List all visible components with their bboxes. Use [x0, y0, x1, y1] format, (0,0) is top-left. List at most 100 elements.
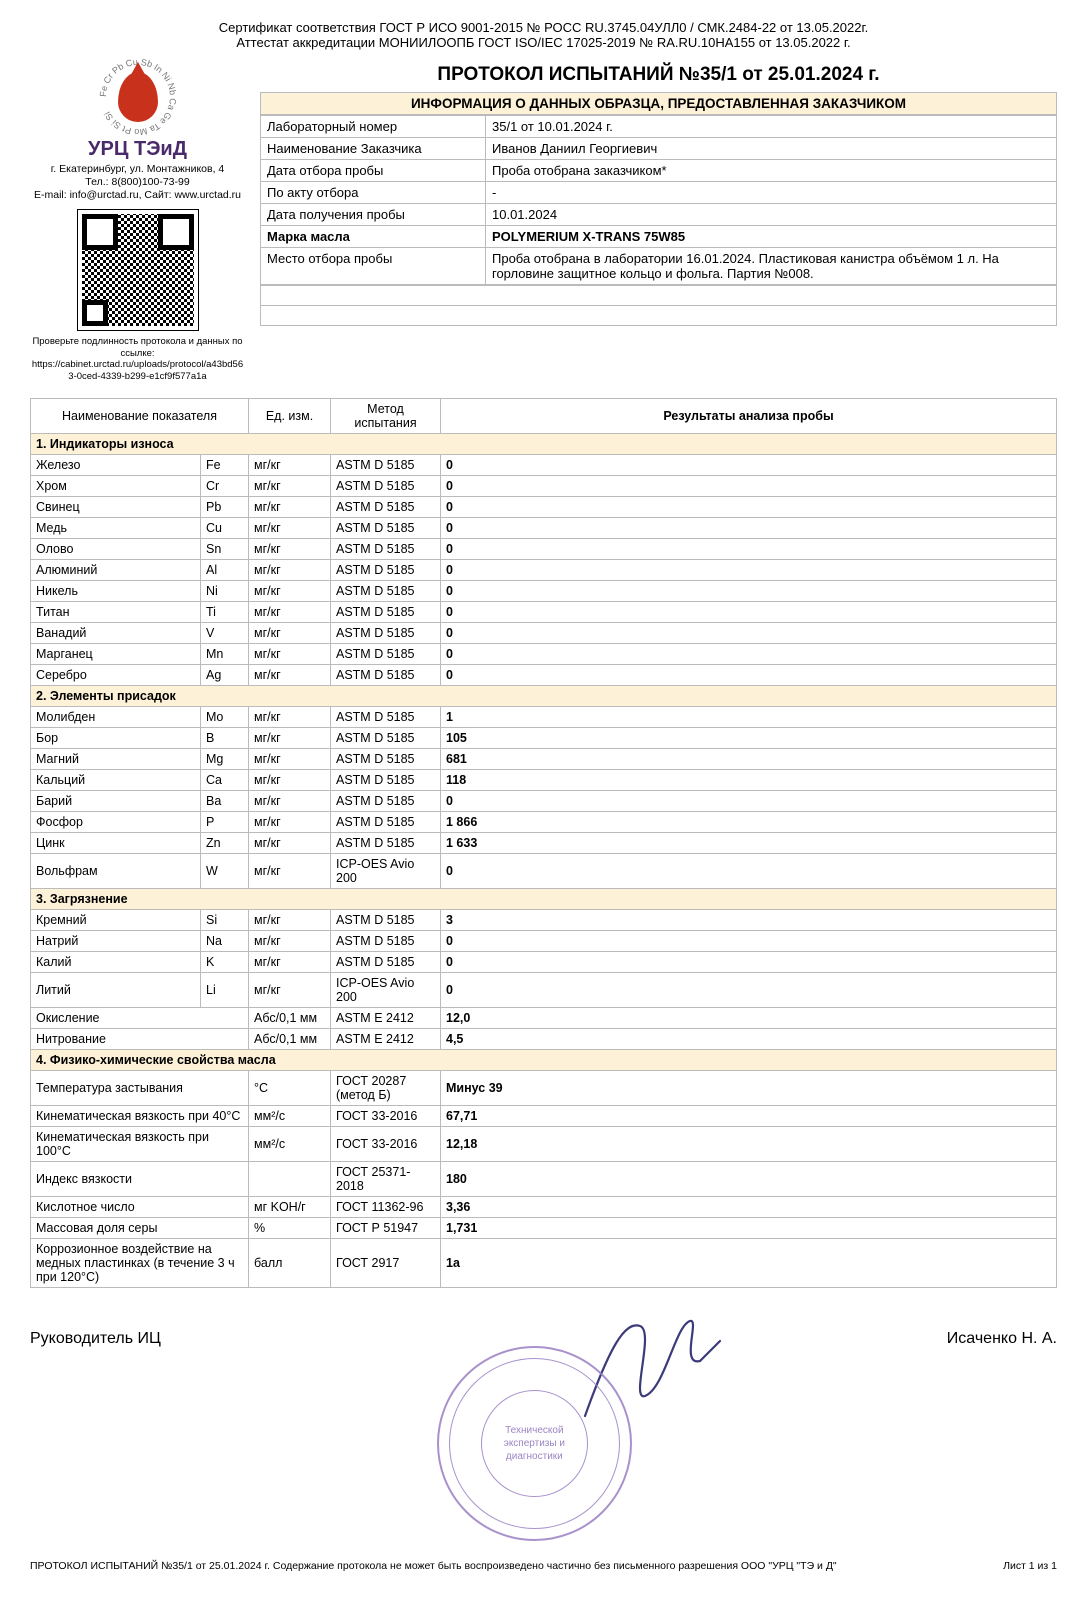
- stamp-signature-block: Технической экспертизы и диагностики: [161, 1316, 947, 1546]
- cell-param: Марганец: [31, 643, 201, 664]
- cell-result: 0: [441, 475, 1057, 496]
- th-unit: Ед. изм.: [249, 398, 331, 433]
- cell-result: 180: [441, 1161, 1057, 1196]
- cell-unit: Абс/0,1 мм: [249, 1028, 331, 1049]
- section-title: 1. Индикаторы износа: [31, 433, 1057, 454]
- info-header: ИНФОРМАЦИЯ О ДАННЫХ ОБРАЗЦА, ПРЕДОСТАВЛЕ…: [260, 92, 1057, 115]
- cell-unit: %: [249, 1217, 331, 1238]
- info-row: По акту отбора-: [261, 182, 1057, 204]
- table-row: ТитанTiмг/кгASTM D 51850: [31, 601, 1057, 622]
- stamp-text: Технической экспертизы и диагностики: [484, 1424, 584, 1463]
- cell-symbol: V: [201, 622, 249, 643]
- section-title: 4. Физико-химические свойства масла: [31, 1049, 1057, 1070]
- cell-symbol: Cr: [201, 475, 249, 496]
- cell-symbol: Zn: [201, 832, 249, 853]
- info-value: -: [486, 182, 1057, 204]
- cell-method: ASTM D 5185: [331, 580, 441, 601]
- cell-result: 1,731: [441, 1217, 1057, 1238]
- info-key: Марка масла: [261, 226, 486, 248]
- cell-method: ASTM D 5185: [331, 811, 441, 832]
- info-value: 35/1 от 10.01.2024 г.: [486, 116, 1057, 138]
- cell-method: ASTM D 5185: [331, 559, 441, 580]
- table-row: ХромCrмг/кгASTM D 51850: [31, 475, 1057, 496]
- table-row: ЖелезоFeмг/кгASTM D 51850: [31, 454, 1057, 475]
- org-email: E-mail: info@urctad.ru, Сайт: www.urctad…: [30, 189, 245, 202]
- footer-right: Лист 1 из 1: [1003, 1560, 1057, 1572]
- cell-unit: мг/кг: [249, 454, 331, 475]
- cell-param: Кислотное число: [31, 1196, 249, 1217]
- cell-symbol: Al: [201, 559, 249, 580]
- cell-method: ASTM D 5185: [331, 769, 441, 790]
- cell-symbol: Ca: [201, 769, 249, 790]
- page: Сертификат соответствия ГОСТ Р ИСО 9001-…: [0, 0, 1087, 1582]
- cell-unit: [249, 1161, 331, 1196]
- cell-method: ASTM D 5185: [331, 748, 441, 769]
- cell-method: ASTM E 2412: [331, 1028, 441, 1049]
- cell-method: ASTM D 5185: [331, 601, 441, 622]
- cell-param: Железо: [31, 454, 201, 475]
- cell-unit: мг/кг: [249, 706, 331, 727]
- cell-param: Олово: [31, 538, 201, 559]
- info-column: ПРОТОКОЛ ИСПЫТАНИЙ №35/1 от 25.01.2024 г…: [260, 58, 1057, 382]
- header-row: Fe Cr Pb Cu Sb In Ni Nb Ca Ge Ta Mo Pt S…: [30, 58, 1057, 382]
- table-row: ЛитийLiмг/кгICP-OES Avio 2000: [31, 972, 1057, 1007]
- verify-block: Проверьте подлинность протокола и данных…: [30, 336, 245, 382]
- info-row: Марка маслаPOLYMERIUM X-TRANS 75W85: [261, 226, 1057, 248]
- cell-unit: мг/кг: [249, 496, 331, 517]
- cell-param: Окисление: [31, 1007, 249, 1028]
- info-value: 10.01.2024: [486, 204, 1057, 226]
- info-row: Дата получения пробы10.01.2024: [261, 204, 1057, 226]
- cell-method: ГОСТ 33-2016: [331, 1126, 441, 1161]
- cell-param: Индекс вязкости: [31, 1161, 249, 1196]
- cell-method: ГОСТ Р 51947: [331, 1217, 441, 1238]
- cell-result: 0: [441, 930, 1057, 951]
- info-row: Место отбора пробыПроба отобрана в лабор…: [261, 248, 1057, 285]
- cell-param: Алюминий: [31, 559, 201, 580]
- cell-method: ASTM D 5185: [331, 790, 441, 811]
- qr-code-icon: [78, 210, 198, 330]
- info-key: Место отбора пробы: [261, 248, 486, 285]
- cell-symbol: K: [201, 951, 249, 972]
- cell-unit: мг/кг: [249, 909, 331, 930]
- certification-block: Сертификат соответствия ГОСТ Р ИСО 9001-…: [30, 20, 1057, 50]
- table-row: Индекс вязкости ГОСТ 25371-2018180: [31, 1161, 1057, 1196]
- table-row: ВольфрамWмг/кгICP-OES Avio 2000: [31, 853, 1057, 888]
- cell-param: Барий: [31, 790, 201, 811]
- cell-param: Кинематическая вязкость при 100°C: [31, 1126, 249, 1161]
- cell-method: ASTM D 5185: [331, 664, 441, 685]
- cell-method: ГОСТ 25371-2018: [331, 1161, 441, 1196]
- info-value: Проба отобрана в лаборатории 16.01.2024.…: [486, 248, 1057, 285]
- info-row: Лабораторный номер35/1 от 10.01.2024 г.: [261, 116, 1057, 138]
- cell-symbol: P: [201, 811, 249, 832]
- cell-unit: мг/кг: [249, 664, 331, 685]
- cell-param: Литий: [31, 972, 201, 1007]
- section-header-row: 3. Загрязнение: [31, 888, 1057, 909]
- cell-unit: мг/кг: [249, 643, 331, 664]
- info-empty-rows: [260, 285, 1057, 326]
- info-key: Наименование Заказчика: [261, 138, 486, 160]
- cell-unit: мг KOH/г: [249, 1196, 331, 1217]
- cell-symbol: Ni: [201, 580, 249, 601]
- cell-param: Молибден: [31, 706, 201, 727]
- cell-method: ASTM D 5185: [331, 706, 441, 727]
- results-table: Наименование показателя Ед. изм. Метод и…: [30, 398, 1057, 1288]
- cell-symbol: W: [201, 853, 249, 888]
- cell-param: Фосфор: [31, 811, 201, 832]
- th-param: Наименование показателя: [31, 398, 249, 433]
- cell-result: 12,0: [441, 1007, 1057, 1028]
- protocol-title: ПРОТОКОЛ ИСПЫТАНИЙ №35/1 от 25.01.2024 г…: [260, 64, 1057, 86]
- cell-method: ГОСТ 11362-96: [331, 1196, 441, 1217]
- cell-result: 0: [441, 454, 1057, 475]
- cell-unit: мг/кг: [249, 951, 331, 972]
- table-row: БорBмг/кгASTM D 5185105: [31, 727, 1057, 748]
- org-name: УРЦ ТЭиД: [30, 138, 245, 161]
- cell-unit: Абс/0,1 мм: [249, 1007, 331, 1028]
- cell-result: 0: [441, 601, 1057, 622]
- cell-result: 1 866: [441, 811, 1057, 832]
- cell-result: 1a: [441, 1238, 1057, 1287]
- info-key: Лабораторный номер: [261, 116, 486, 138]
- cell-result: 0: [441, 517, 1057, 538]
- cell-unit: мг/кг: [249, 475, 331, 496]
- cell-param: Кремний: [31, 909, 201, 930]
- th-method: Метод испытания: [331, 398, 441, 433]
